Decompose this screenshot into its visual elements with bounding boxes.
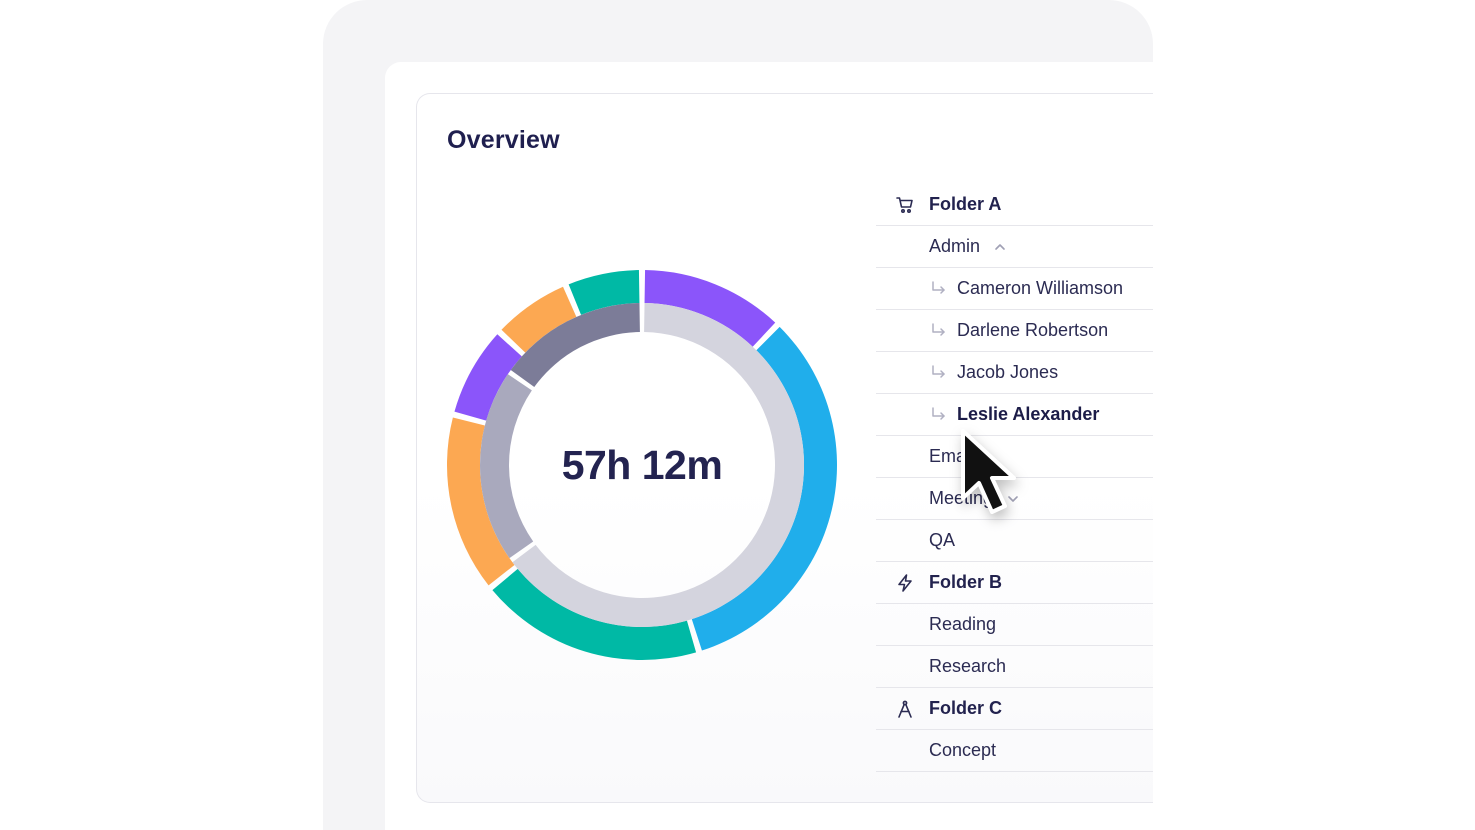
return-arrow-icon: [932, 322, 945, 336]
tree-row-admin[interactable]: Admin: [876, 226, 1153, 268]
tree-row-label: QA: [929, 530, 956, 550]
tree-row-folder-c[interactable]: Folder C: [876, 688, 1153, 730]
mouse-pointer-icon: [961, 429, 1016, 514]
total-time: 57h 12m: [561, 441, 723, 488]
tree-row-jacob-jones[interactable]: Jacob Jones: [876, 352, 1153, 394]
outer-segment-purple-top[interactable]: [644, 270, 776, 347]
folder-tree: Folder A Admin Cameron Williamson Darlen…: [876, 184, 1153, 772]
tree-row-label: Concept: [929, 740, 997, 760]
tree-row-qa[interactable]: QA: [876, 520, 1153, 562]
outer-segment-teal-bottom[interactable]: [492, 568, 697, 660]
return-arrow-icon: [932, 364, 945, 378]
tree-row-concept[interactable]: Concept: [876, 730, 1153, 772]
outer-ring: [447, 270, 837, 660]
time-donut: 57h 12m: [447, 270, 837, 660]
donut-svg: [447, 270, 837, 660]
tree-row-cameron-williamson[interactable]: Cameron Williamson: [876, 268, 1153, 310]
overview-card: Overview: [416, 93, 1153, 803]
app-window: Overview: [385, 62, 1153, 830]
tree-row-label: Darlene Robertson: [957, 320, 1109, 340]
outer-segment-orange-left[interactable]: [447, 417, 515, 586]
tree-row-darlene-robertson[interactable]: Darlene Robertson: [876, 310, 1153, 352]
inner-ring: [480, 303, 804, 627]
tree-row-research[interactable]: Research: [876, 646, 1153, 688]
tree-row-label: Folder B: [929, 572, 1003, 592]
tree-row-leslie-alexander[interactable]: Leslie Alexander: [876, 394, 1153, 436]
tree-row-label: Cameron Williamson: [957, 278, 1124, 298]
tree-row-label: Folder A: [929, 194, 1002, 214]
tree-row-label: Folder C: [929, 698, 1003, 718]
inner-segment-mid[interactable]: [480, 374, 534, 559]
compass-icon: [894, 698, 916, 720]
chevron-down-icon[interactable]: [1006, 492, 1020, 506]
outer-segment-orange-top[interactable]: [501, 286, 577, 353]
outer-segment-teal-top[interactable]: [568, 270, 640, 315]
app-backdrop: Overview: [323, 0, 1153, 830]
chevron-up-icon[interactable]: [993, 240, 1007, 254]
outer-segment-purple-left[interactable]: [454, 334, 522, 421]
cart-icon: [894, 194, 916, 216]
tree-row-label: Admin: [929, 236, 981, 256]
inner-segment-dark[interactable]: [510, 303, 640, 388]
tree-row-label: Jacob Jones: [957, 362, 1059, 382]
tree-row-label: Research: [929, 656, 1007, 676]
tree-row-reading[interactable]: Reading: [876, 604, 1153, 646]
tree-row-folder-b[interactable]: Folder B: [876, 562, 1153, 604]
lightning-icon: [894, 572, 916, 594]
tree-row-label: Reading: [929, 614, 997, 634]
return-arrow-icon: [932, 406, 945, 420]
page-title: Overview: [447, 126, 560, 154]
tree-row-label: Leslie Alexander: [957, 404, 1100, 424]
outer-segment-blue[interactable]: [691, 326, 837, 651]
tree-row-folder-a[interactable]: Folder A: [876, 184, 1153, 226]
return-arrow-icon: [932, 280, 945, 294]
